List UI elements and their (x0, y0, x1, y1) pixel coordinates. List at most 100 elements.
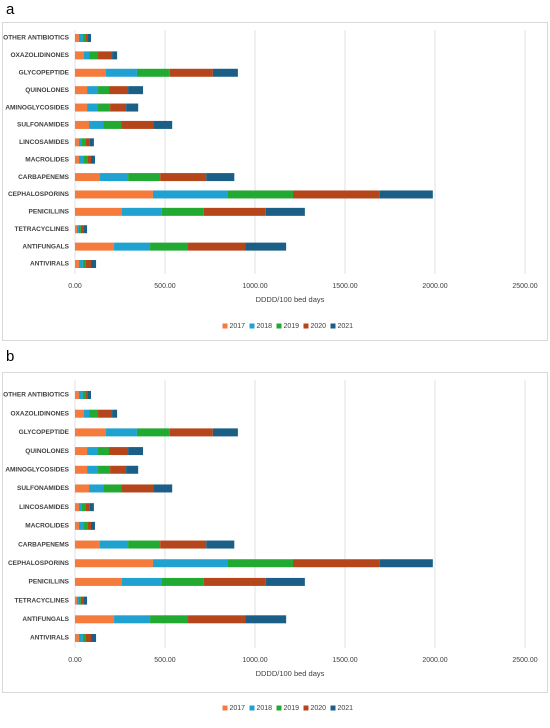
legend-swatch (330, 323, 336, 329)
bar-segment (75, 559, 153, 568)
bar-segment (110, 103, 127, 112)
category-label: AMINOGLYCOSIDES (5, 466, 69, 473)
panel-label: b (6, 348, 14, 365)
bar-segment (152, 190, 228, 199)
category-label: MACROLIDES (25, 523, 69, 530)
bar-segment (98, 409, 113, 418)
legend-label: 2021 (338, 323, 354, 330)
legend-swatch (222, 323, 228, 329)
bar-segment (84, 596, 88, 605)
bar-segment (98, 465, 111, 474)
bar-segment (75, 207, 122, 216)
bar-segment (85, 34, 88, 42)
bar-segment (75, 484, 90, 493)
bar-segment (136, 428, 170, 437)
legend-label: 2019 (284, 323, 300, 330)
legend-label: 2019 (284, 705, 300, 712)
bar-segment (265, 577, 305, 586)
bar-segment (169, 428, 213, 437)
bar-segment (75, 103, 88, 112)
x-tick-label: 0.00 (68, 657, 82, 664)
bar-segment (188, 615, 246, 624)
bar-segment (87, 521, 92, 530)
bar-segment (265, 207, 305, 216)
bar-segment (161, 207, 204, 216)
category-label: PENICILLINS (29, 209, 70, 216)
bar-segment (75, 173, 101, 182)
bar-segment (153, 120, 173, 129)
bar-segment (98, 447, 110, 456)
bar-segment (105, 68, 137, 77)
x-tick-label: 500.00 (154, 657, 176, 664)
category-label: OTHER ANTIBIOTICS (3, 392, 70, 399)
category-label: AMINOGLYCOSIDES (5, 104, 69, 111)
bar-segment (91, 260, 97, 268)
bar-segment (103, 120, 122, 129)
bar-segment (78, 155, 84, 164)
bar-segment (85, 634, 92, 642)
bar-segment (75, 577, 122, 586)
category-label: GLYCOPEPTIDE (19, 429, 70, 436)
category-label: TETRACYCLINES (14, 226, 69, 233)
bar-segment (87, 155, 92, 164)
x-tick-label: 0.00 (68, 283, 82, 290)
bar-segment (110, 465, 127, 474)
bar-segment (75, 86, 88, 95)
category-label: QUINOLONES (25, 87, 69, 94)
bar-segment (136, 68, 170, 77)
bar-segment (245, 615, 287, 624)
legend-swatch (249, 323, 255, 329)
legend-swatch (303, 323, 309, 329)
bar-segment (161, 577, 204, 586)
x-tick-label: 1500.00 (332, 657, 357, 664)
bar-segment (87, 465, 99, 474)
category-label: ANTIFUNGALS (22, 616, 69, 623)
bar-segment (78, 138, 83, 147)
bar-segment (212, 68, 238, 77)
category-label: OXAZOLIDINONES (10, 410, 69, 417)
x-axis-label: DDDD/100 bed days (256, 295, 325, 304)
bar-segment (89, 484, 104, 493)
bar-segment (126, 465, 139, 474)
bar-segment (75, 540, 101, 549)
bar-segment (78, 225, 81, 234)
bar-segment (82, 391, 86, 399)
bar-segment (114, 242, 151, 251)
category-label: SULFONAMIDES (17, 122, 70, 129)
bar-segment (75, 225, 77, 234)
bar-segment (152, 559, 228, 568)
bar-segment (379, 190, 433, 199)
bar-segment (75, 260, 79, 268)
bar-segment (160, 173, 207, 182)
legend-swatch (276, 705, 282, 711)
bar-segment (75, 428, 106, 437)
bar-segment (91, 521, 95, 530)
bar-segment (103, 484, 122, 493)
bar-segment (245, 242, 287, 251)
x-tick-label: 2000.00 (422, 657, 447, 664)
x-tick-label: 500.00 (154, 283, 176, 290)
bar-segment (100, 540, 129, 549)
bar-segment (85, 260, 92, 268)
x-tick-label: 2000.00 (422, 283, 447, 290)
legend-label: 2020 (311, 705, 327, 712)
bar-segment (75, 34, 79, 42)
category-label: ANTIVIRALS (30, 635, 70, 642)
category-label: CARBAPENEMS (18, 174, 70, 181)
bar-segment (89, 138, 94, 147)
bar-segment (78, 634, 83, 642)
legend-swatch (276, 323, 282, 329)
category-label: LINCOSAMIDES (19, 504, 70, 511)
bar-segment (75, 615, 115, 624)
bar-segment (85, 138, 90, 147)
bar-segment (87, 86, 99, 95)
bar-segment (112, 409, 118, 418)
bar-segment (379, 559, 433, 568)
bar-segment (105, 428, 137, 437)
legend-swatch (249, 705, 255, 711)
bar-segment (153, 484, 173, 493)
category-label: CEPHALOSPORINS (8, 191, 70, 198)
bar-segment (78, 34, 83, 42)
category-label: PENICILLINS (29, 579, 70, 586)
